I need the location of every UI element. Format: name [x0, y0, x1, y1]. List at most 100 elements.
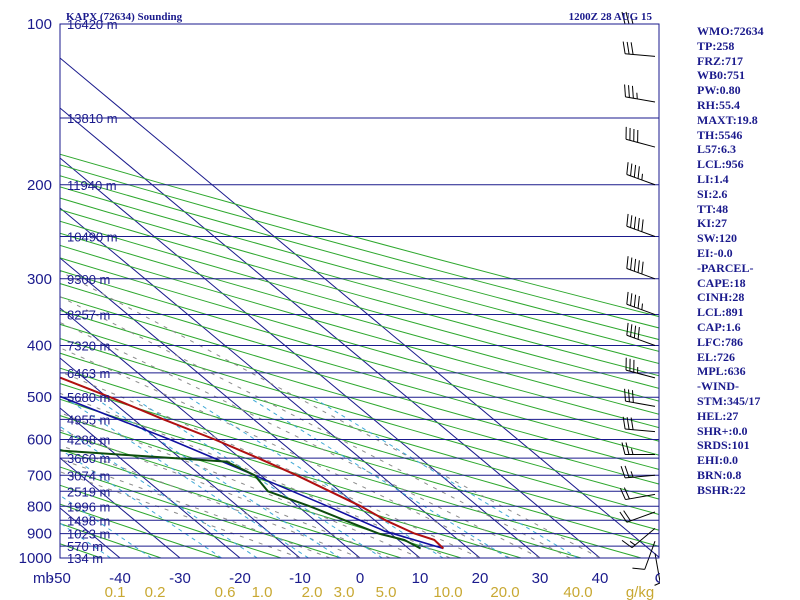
index-item: LFC:786 — [697, 334, 743, 349]
pressure-tick-label: 1000 — [19, 550, 52, 567]
wind-barb — [621, 442, 655, 456]
pressure-tick-label: 100 — [27, 16, 52, 33]
height-label: 6463 m — [67, 366, 110, 381]
isotherm-line — [60, 157, 541, 558]
wind-barb — [622, 41, 656, 57]
mixing-ratio-tick-label: 0.2 — [145, 584, 166, 600]
height-label: 570 m — [67, 539, 103, 554]
height-label: 5680 m — [67, 390, 110, 405]
temperature-tick-label: 0 — [356, 570, 364, 587]
temperature-tick-label: -10 — [289, 570, 311, 587]
wind-barb — [624, 388, 656, 407]
parcel-trace — [60, 395, 444, 550]
temperature-tick-label: 40 — [592, 570, 609, 587]
mixing-ratio-tick-label: 3.0 — [334, 584, 355, 600]
height-label: 3074 m — [67, 468, 110, 483]
index-item: LCL:891 — [697, 305, 744, 320]
mixing-ratio-line — [60, 494, 152, 558]
moist-adiabat-line — [60, 392, 451, 558]
index-item: CINH:28 — [697, 290, 745, 305]
mixing-ratio-tick-label: 5.0 — [376, 584, 397, 600]
wind-barb — [625, 126, 656, 148]
height-label: 134 m — [67, 551, 103, 566]
mixing-ratio-tick-label: 2.0 — [302, 584, 323, 600]
wind-barb — [625, 357, 656, 379]
height-label: 8257 m — [67, 308, 110, 323]
index-item: RH:55.4 — [697, 97, 740, 112]
pressure-unit-label: mb — [33, 570, 54, 587]
mixing-ratio-line — [188, 396, 444, 558]
mixing-ratio-tick-label: 0.1 — [105, 584, 126, 600]
mixing-ratio-tick-label: 10.0 — [433, 584, 462, 600]
dewpoint-trace — [60, 449, 422, 550]
pressure-tick-label: 200 — [27, 177, 52, 194]
height-label: 13810 m — [67, 111, 118, 126]
index-item: SW:120 — [697, 231, 738, 246]
pressure-tick-label: 900 — [27, 526, 52, 543]
index-item: LI:1.4 — [697, 171, 729, 186]
pressure-tick-label: 600 — [27, 432, 52, 449]
temperature-tick-label: -20 — [229, 570, 251, 587]
index-item: SI:2.6 — [697, 186, 728, 201]
index-item: LCL:956 — [697, 157, 744, 172]
isotherm-line — [60, 457, 181, 558]
temperature-tick-label: 20 — [472, 570, 489, 587]
index-item: EHI:0.0 — [697, 453, 739, 468]
wind-barb — [622, 416, 656, 433]
moist-adiabat-line — [60, 321, 541, 558]
wind-barb — [626, 291, 656, 316]
wind-barb — [626, 162, 656, 186]
moist-adiabat-line — [60, 296, 571, 558]
index-item: HEL:27 — [697, 408, 739, 423]
height-label: 16420 m — [67, 17, 118, 32]
pressure-tick-label: 300 — [27, 271, 52, 288]
isotherm-line — [60, 57, 659, 558]
index-item: STM:345/17 — [697, 393, 761, 408]
index-item: TP:258 — [697, 38, 735, 53]
wind-barb — [626, 322, 656, 346]
index-item: EI:-0.0 — [697, 245, 733, 260]
index-item: KI:27 — [697, 216, 727, 231]
index-panel: WMO:72634 TP:258 FRZ:717 WB0:751 PW:0.80 RH:5… — [697, 24, 797, 498]
wind-barb — [632, 540, 656, 570]
height-label: 10490 m — [67, 229, 118, 244]
index-item: CAPE:18 — [697, 275, 746, 290]
index-item: EL:726 — [697, 349, 736, 364]
height-label: 1996 m — [67, 499, 110, 514]
height-label: 9300 m — [67, 272, 110, 287]
wind-barb — [620, 465, 656, 479]
mixing-ratio-tick-label: 0.6 — [215, 584, 236, 600]
isotherm-line — [60, 357, 301, 558]
index-item: FRZ:717 — [697, 53, 743, 68]
index-item: BRN:0.8 — [697, 467, 742, 482]
isotherm-line — [60, 257, 421, 558]
isotherm-line — [60, 407, 241, 558]
temperature-tick-label: -30 — [169, 570, 191, 587]
wind-barb — [624, 84, 656, 103]
index-item: WB0:751 — [697, 68, 745, 83]
index-item: WMO:72634 — [697, 24, 764, 38]
index-item: -WIND- — [697, 379, 739, 394]
height-label: 1498 m — [67, 513, 110, 528]
isotherm-line — [60, 307, 361, 558]
wind-barb — [619, 487, 656, 501]
temperature-tick-label: C — [655, 570, 660, 587]
isotherm-line — [60, 107, 601, 558]
mixing-ratio-line — [60, 522, 111, 558]
temperature-tick-label: -40 — [109, 570, 131, 587]
index-item: L57:6.3 — [697, 142, 736, 157]
wind-barb — [621, 527, 656, 549]
height-label: 1023 m — [67, 527, 110, 542]
pressure-tick-label: 400 — [27, 338, 52, 355]
wind-barb — [626, 256, 656, 280]
height-label: 3660 m — [67, 451, 110, 466]
temperature-trace — [60, 376, 445, 550]
height-label: 2519 m — [67, 484, 110, 499]
mixing-ratio-tick-label: 1.0 — [252, 584, 273, 600]
pressure-tick-label: 800 — [27, 498, 52, 515]
moist-adiabat-line — [60, 444, 361, 558]
mixing-ratio-tick-label: 20.0 — [490, 584, 519, 600]
height-label: 4288 m — [67, 433, 110, 448]
